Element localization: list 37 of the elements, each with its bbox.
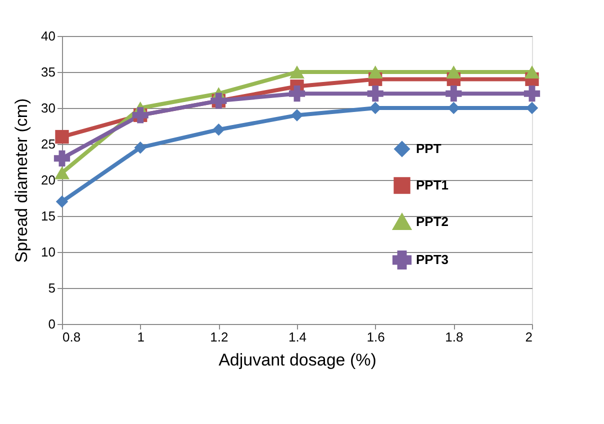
x-tick-label: 2 [525,330,532,344]
y-tick-label: 30 [41,100,56,116]
point [524,66,540,78]
point [290,66,304,78]
point [446,66,462,78]
y-tick-label: 20 [41,172,56,188]
point [54,150,70,166]
legend-label: PPT3 [416,252,449,267]
legend-label: PPT1 [416,178,449,192]
y-tick-label: 40 [41,28,56,44]
point [56,195,68,208]
point [446,86,462,102]
y-tick-label: 35 [41,64,56,80]
point [134,141,146,154]
x-tick-label: 1.2 [210,330,228,344]
y-tick-label: 25 [41,136,56,152]
point [288,86,306,102]
point [54,166,70,180]
x-tick-label: 1.8 [445,330,464,344]
x-tick-label: 0.8 [62,330,81,344]
x-tick-label: 1.4 [288,330,307,344]
legend-label: PPT [416,141,442,156]
x-tick-label: 1.6 [366,330,385,344]
y-axis-title: Spread diameter (cm) [12,98,32,263]
point [524,86,540,102]
point [367,86,384,102]
x-axis-title: Adjuvant dosage (%) [218,350,376,370]
y-tick-label: 15 [41,208,56,224]
y-tick-label: 0 [48,316,56,332]
y-tick-label: 5 [48,280,56,296]
point [368,66,383,78]
y-tick-label: 10 [41,244,56,260]
legend-label: PPT2 [416,214,449,229]
point [290,109,304,122]
x-tick-label: 1 [137,330,144,344]
point [55,130,69,144]
point [212,123,225,136]
